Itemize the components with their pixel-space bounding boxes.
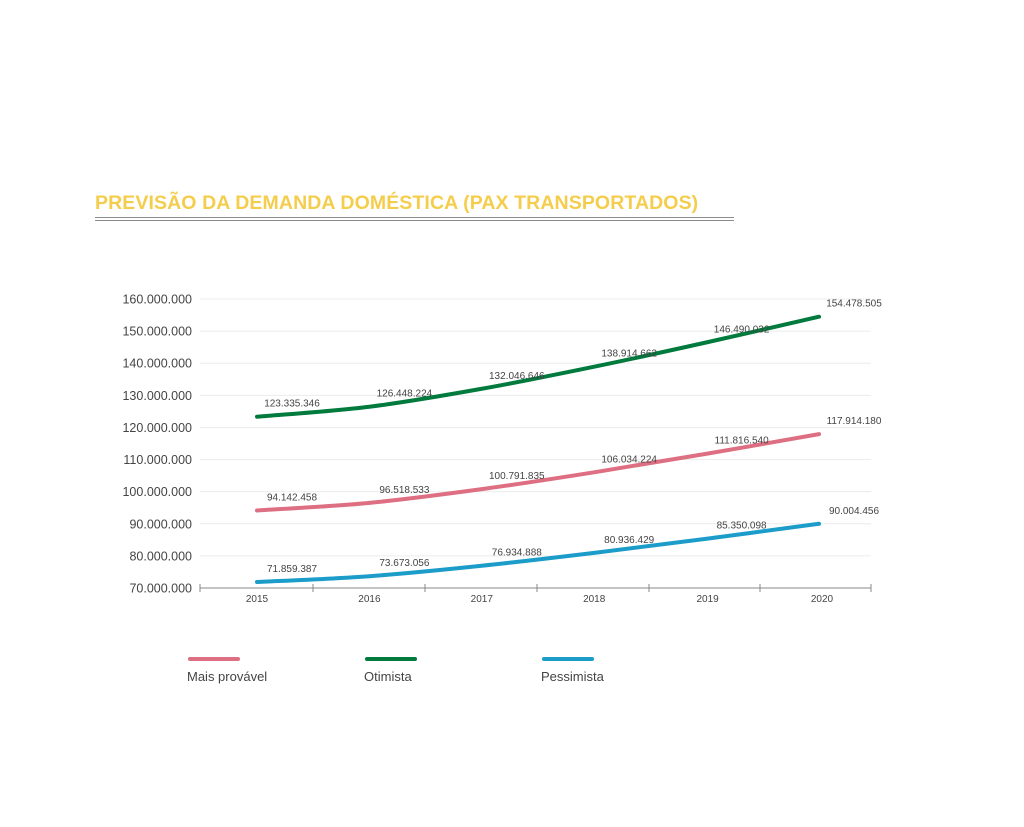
legend-label-otimista: Otimista (364, 669, 412, 684)
y-axis-ticks: 160.000.000 150.000.000 140.000.000 130.000… (122, 293, 192, 596)
x-tick-label: 2016 (358, 594, 381, 605)
legend-swatch-otimista (365, 657, 417, 661)
legend-label-mais-provavel: Mais provável (187, 669, 268, 684)
data-label: 146.490.032 (714, 324, 770, 335)
data-label: 111.816.540 (715, 436, 770, 447)
data-label: 80.936.429 (604, 535, 654, 546)
x-tick-label: 2015 (246, 594, 269, 605)
x-tick-label: 2020 (811, 594, 834, 605)
legend-swatch-mais-provavel (188, 657, 240, 661)
y-tick-label: 160.000.000 (122, 293, 192, 307)
y-tick-label: 150.000.000 (122, 325, 192, 339)
legend-swatch-pessimista (542, 657, 594, 661)
data-label: 96.518.533 (379, 485, 429, 496)
x-axis-ticks: 2015 2016 2017 2018 2019 2020 (246, 594, 834, 605)
data-label: 117.914.180 (827, 416, 882, 427)
legend-item-otimista: Otimista (364, 657, 417, 684)
series-line-mais-prov-vel (255, 432, 821, 513)
legend-item-pessimista: Pessimista (541, 657, 604, 684)
data-label: 126.448.224 (377, 389, 433, 400)
data-label: 71.859.387 (267, 564, 317, 575)
y-tick-label: 120.000.000 (122, 421, 192, 435)
data-label: 154.478.505 (826, 299, 882, 310)
y-tick-label: 80.000.000 (129, 549, 192, 563)
data-label: 132.046.646 (489, 371, 545, 382)
data-label: 85.350.098 (717, 521, 767, 532)
series-line-otimista (255, 314, 821, 419)
data-labels: 94.142.458 96.518.533 100.791.835 106.034.2… (264, 299, 882, 575)
series-line-pessimista (255, 521, 821, 585)
series-lines (255, 314, 821, 585)
y-tick-label: 70.000.000 (129, 582, 192, 596)
x-tick-label: 2017 (471, 594, 494, 605)
data-label: 94.142.458 (267, 492, 317, 503)
x-axis (199, 584, 872, 592)
title-underline-secondary (95, 220, 734, 221)
data-label: 76.934.888 (492, 548, 542, 559)
y-tick-label: 140.000.000 (122, 357, 192, 371)
grid-lines (200, 298, 871, 557)
data-label: 138.914.662 (601, 349, 657, 360)
x-tick-label: 2019 (696, 594, 719, 605)
data-label: 73.673.056 (379, 558, 429, 569)
data-label: 106.034.224 (601, 454, 657, 465)
data-label: 90.004.456 (829, 506, 879, 517)
data-label: 100.791.835 (489, 471, 545, 482)
title-underline (95, 217, 734, 218)
y-tick-label: 130.000.000 (122, 389, 192, 403)
y-tick-label: 110.000.000 (123, 453, 192, 467)
chart-title: PREVISÃO DA DEMANDA DOMÉSTICA (PAX TRANS… (95, 192, 699, 214)
legend-label-pessimista: Pessimista (541, 669, 604, 684)
y-tick-label: 90.000.000 (129, 517, 192, 531)
legend-item-mais-provavel: Mais provável (187, 657, 267, 684)
y-tick-label: 100.000.000 (122, 485, 192, 499)
x-tick-label: 2018 (583, 594, 606, 605)
data-label: 123.335.346 (264, 399, 320, 410)
